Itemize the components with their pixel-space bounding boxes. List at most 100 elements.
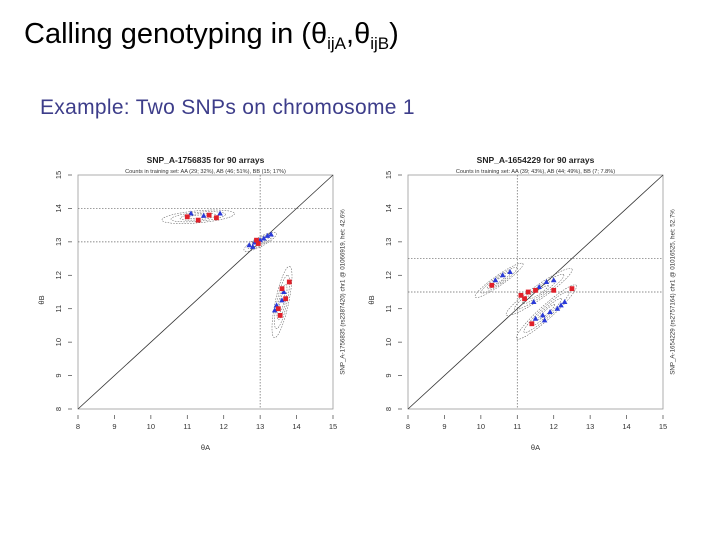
cluster-ellipse (474, 262, 524, 298)
data-point-blue (561, 299, 568, 305)
x-tick-label: 15 (659, 422, 667, 431)
scatter-chart-snp-2: SNP_A-1654229 for 90 arrays Counts in tra… (367, 155, 677, 452)
data-point-blue (271, 307, 278, 313)
y-tick-label: 10 (54, 338, 63, 346)
y-tick-label: 11 (384, 305, 393, 313)
y-tick-label: 15 (384, 171, 393, 179)
data-point-red (279, 286, 285, 292)
data-point-red (529, 321, 535, 327)
y-tick-label: 9 (54, 373, 63, 377)
y-tick-label: 15 (54, 171, 63, 179)
data-point-blue (268, 231, 274, 237)
scatter-chart-snp-1: SNP_A-1756835 for 90 arrays Counts in tra… (37, 155, 347, 452)
data-point-red (489, 282, 495, 288)
y-tick-label: 14 (384, 204, 393, 212)
data-point-red (525, 289, 531, 295)
x-tick-label: 14 (292, 422, 300, 431)
data-point-blue (499, 272, 506, 278)
y-tick-label: 11 (54, 305, 63, 313)
cluster-AA (516, 284, 577, 340)
data-point-red (275, 306, 281, 312)
data-point-blue (539, 312, 546, 318)
x-tick-label: 14 (622, 422, 630, 431)
data-point-blue (188, 210, 194, 216)
data-point-blue (536, 283, 542, 289)
data-point-blue (200, 212, 207, 218)
cluster-ellipse (480, 267, 518, 294)
x-tick-label: 15 (329, 422, 337, 431)
x-tick-label: 13 (256, 422, 264, 431)
y-tick-label: 8 (54, 407, 63, 411)
data-point-blue (532, 315, 539, 321)
y-tick-label: 10 (384, 338, 393, 346)
data-point-red (283, 296, 289, 302)
cluster-ellipse (531, 298, 562, 326)
y-tick-label: 13 (54, 238, 63, 246)
data-point-blue (543, 278, 550, 284)
chart-title: SNP_A-1654229 for 90 arrays (477, 155, 595, 165)
data-point-red (254, 237, 259, 243)
data-point-blue (558, 302, 564, 308)
data-point-red (195, 217, 201, 223)
x-tick-label: 12 (220, 422, 228, 431)
data-point-blue (541, 317, 548, 323)
data-point-blue (264, 232, 271, 238)
cluster-ellipse (523, 291, 570, 333)
data-point-red (214, 215, 219, 221)
data-point-red (522, 296, 527, 302)
data-point-blue (260, 235, 267, 241)
data-point-blue (279, 297, 285, 303)
cluster-ellipse (516, 284, 577, 340)
y-tick-label: 12 (54, 271, 63, 279)
chart-title: SNP_A-1756835 for 90 arrays (147, 155, 265, 165)
snp-side-label: SNP_A-1756835 (rs2387420) chr1 @ 0106691… (340, 209, 347, 375)
cluster-ellipse (274, 275, 290, 330)
x-tick-label: 13 (586, 422, 594, 431)
y-tick-label: 8 (384, 407, 393, 411)
data-point-blue (507, 268, 513, 274)
slide-subtitle: Example: Two SNPs on chromosome 1 (40, 96, 415, 119)
cluster-ellipse (505, 268, 573, 316)
x-tick-label: 10 (477, 422, 485, 431)
x-axis-label: θA (531, 443, 540, 452)
cluster-ellipse (271, 266, 293, 338)
cluster-ellipse (161, 209, 235, 224)
x-tick-label: 8 (76, 422, 80, 431)
y-tick-label: 13 (384, 238, 393, 246)
data-point-blue (550, 277, 557, 283)
y-axis-label: θB (367, 295, 376, 304)
plot-frame (77, 174, 334, 410)
data-point-blue (530, 299, 537, 305)
y-tick-label: 14 (54, 204, 63, 212)
cluster-ellipse (514, 274, 565, 310)
x-tick-label: 9 (112, 422, 116, 431)
y-tick-label: 9 (384, 373, 393, 377)
slide-title: Calling genotyping in (θijA,θijB) (24, 18, 399, 53)
data-point-blue (554, 305, 561, 311)
data-point-red (206, 212, 212, 218)
data-point-red (569, 286, 575, 292)
data-point-red (286, 279, 292, 285)
x-tick-label: 10 (147, 422, 155, 431)
x-axis-label: θA (201, 443, 210, 452)
cluster-ellipse (276, 283, 288, 321)
data-point-red (551, 287, 557, 293)
cluster-ellipse (529, 285, 549, 299)
cluster-ellipse (537, 304, 556, 320)
cluster-BB (474, 262, 524, 298)
data-point-blue (250, 243, 256, 249)
data-point-blue (246, 242, 253, 248)
x-tick-label: 8 (406, 422, 410, 431)
x-tick-label: 11 (183, 422, 191, 431)
chart-subtitle: Counts in training set: AA (29; 32%), AB… (125, 169, 286, 175)
x-tick-label: 9 (442, 422, 446, 431)
data-point-red (277, 313, 283, 318)
data-point-blue (217, 210, 223, 216)
y-tick-label: 12 (384, 271, 393, 279)
diagonal-line (77, 174, 334, 410)
chart-subtitle: Counts in training set: AA (39; 43%), AB… (456, 169, 615, 175)
data-point-blue (547, 309, 553, 315)
data-point-red (518, 292, 524, 298)
data-point-red (184, 214, 190, 220)
data-point-red (255, 241, 261, 246)
